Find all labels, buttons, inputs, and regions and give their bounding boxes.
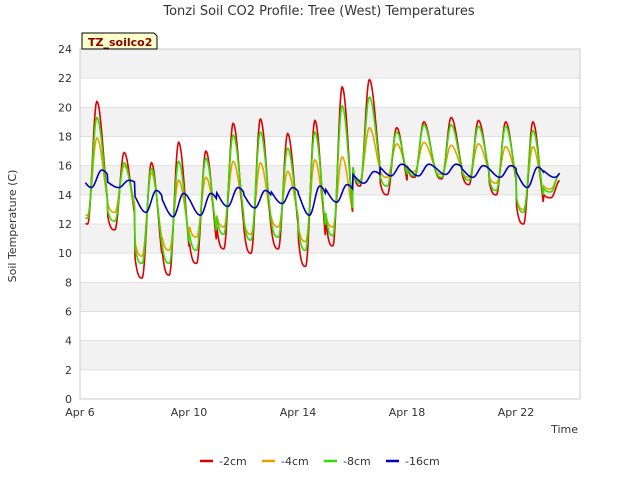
y-tick-label: 14 xyxy=(58,189,72,202)
y-tick-label: 0 xyxy=(65,393,72,406)
legend: -2cm -4cm -8cm -16cm xyxy=(200,455,440,468)
grid-band xyxy=(80,282,580,312)
legend-label: -2cm xyxy=(219,455,247,468)
y-tick-label: 18 xyxy=(58,131,72,144)
y-tick-label: 20 xyxy=(58,101,72,114)
site-label-box: TZ_soilco2 xyxy=(81,32,158,50)
grid-band xyxy=(80,340,580,370)
y-tick-label: 4 xyxy=(65,335,72,348)
grid-band xyxy=(80,49,580,79)
site-label: TZ_soilco2 xyxy=(88,36,152,49)
plot-frame xyxy=(79,48,581,400)
y-tick-label: 22 xyxy=(58,72,72,85)
y-tick-label: 10 xyxy=(58,247,72,260)
series-line--8cm xyxy=(85,96,561,265)
grid-band xyxy=(80,107,580,137)
x-tick-label: Apr 10 xyxy=(171,406,208,419)
x-tick-labels: Apr 6 Apr 10 Apr 14 Apr 18 Apr 22 xyxy=(65,406,534,419)
y-axis-label: Soil Temperature (C) xyxy=(6,170,19,283)
y-tick-label: 24 xyxy=(58,43,72,56)
y-tick-label: 8 xyxy=(65,276,72,289)
chart-title: Tonzi Soil CO2 Profile: Tree (West) Temp… xyxy=(162,4,475,19)
x-axis-label: Time xyxy=(550,423,578,436)
y-tick-label: 12 xyxy=(58,218,72,231)
series-line--16cm xyxy=(84,163,561,218)
y-tick-label: 16 xyxy=(58,160,72,173)
y-tick-label: 2 xyxy=(65,364,72,377)
series-group xyxy=(84,78,561,279)
y-tick-label: 6 xyxy=(65,306,72,319)
legend-label: -16cm xyxy=(405,455,440,468)
plot-background-bands xyxy=(80,49,580,370)
x-tick-label: Apr 22 xyxy=(498,406,535,419)
x-tick-label: Apr 18 xyxy=(389,406,426,419)
grid-band xyxy=(80,224,580,254)
x-tick-label: Apr 14 xyxy=(280,406,317,419)
x-tick-label: Apr 6 xyxy=(65,406,95,419)
legend-label: -8cm xyxy=(343,455,371,468)
legend-label: -4cm xyxy=(281,455,309,468)
